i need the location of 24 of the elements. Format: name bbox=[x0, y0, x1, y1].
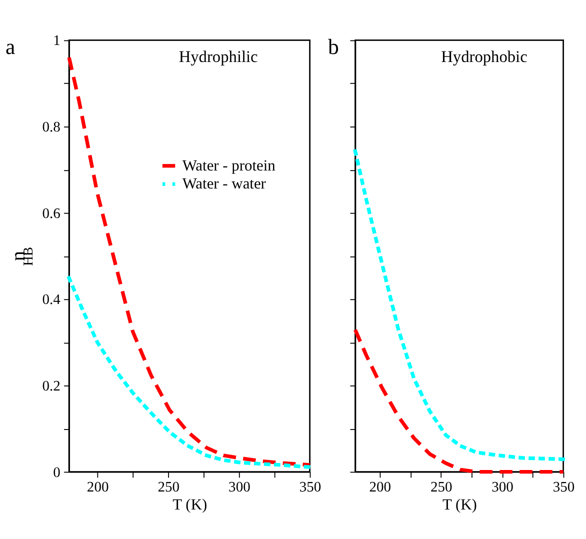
x-tick-label: 350 bbox=[552, 479, 575, 496]
x-tick-label: 300 bbox=[228, 479, 250, 496]
legend-label: Water - water bbox=[182, 176, 266, 193]
x-tick-label: 350 bbox=[299, 479, 322, 496]
annotation: Hydrophobic bbox=[441, 47, 528, 66]
x-axis-title: T (K) bbox=[442, 496, 477, 514]
chart-title: a bbox=[5, 34, 16, 59]
x-tick-label: 200 bbox=[369, 479, 392, 496]
annotation: Hydrophilic bbox=[178, 47, 258, 66]
y-axis-title: nHB bbox=[8, 246, 36, 266]
chart-title: b bbox=[328, 34, 339, 59]
x-tick-label: 200 bbox=[86, 479, 109, 496]
x-tick-label: 250 bbox=[430, 479, 452, 496]
x-tick-label: 300 bbox=[492, 479, 514, 496]
x-tick-label: 250 bbox=[158, 479, 180, 496]
legend-label: Water - protein bbox=[182, 157, 276, 174]
line-series bbox=[67, 276, 312, 469]
y-tick-label: 1 bbox=[53, 33, 60, 50]
x-axis-title: T (K) bbox=[172, 496, 208, 514]
y-tick-label: 0.2 bbox=[42, 378, 60, 394]
y-tick-label: 0.4 bbox=[42, 292, 62, 308]
y-tick-label: 0 bbox=[53, 464, 60, 481]
y-tick-label: 0.8 bbox=[42, 120, 60, 136]
y-tick-label: 0.6 bbox=[42, 206, 60, 222]
